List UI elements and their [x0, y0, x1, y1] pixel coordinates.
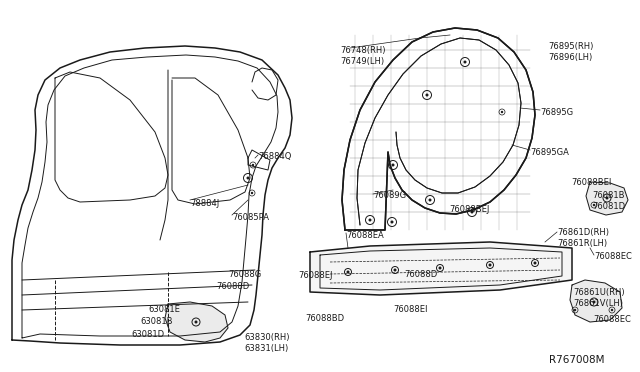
Circle shape — [392, 164, 394, 167]
Text: 76861R(LH): 76861R(LH) — [557, 239, 607, 248]
Circle shape — [463, 61, 467, 64]
Text: 76861U(RH): 76861U(RH) — [573, 288, 625, 297]
Circle shape — [611, 309, 613, 311]
Text: 76748(RH): 76748(RH) — [340, 46, 385, 55]
Circle shape — [534, 262, 536, 264]
Text: 76088EC: 76088EC — [593, 315, 631, 324]
Circle shape — [394, 269, 397, 272]
Circle shape — [252, 164, 254, 166]
Polygon shape — [586, 182, 628, 215]
Circle shape — [426, 93, 429, 96]
Circle shape — [438, 266, 442, 269]
Text: 63830(RH): 63830(RH) — [244, 333, 289, 342]
Text: 76088BEI: 76088BEI — [571, 178, 611, 187]
Circle shape — [593, 301, 595, 304]
Text: 63081E: 63081E — [148, 305, 180, 314]
Text: 76088EC: 76088EC — [594, 252, 632, 261]
Circle shape — [346, 270, 349, 273]
Text: 76895GA: 76895GA — [530, 148, 569, 157]
Circle shape — [195, 321, 198, 324]
Text: 76884Q: 76884Q — [258, 152, 291, 161]
Circle shape — [390, 221, 394, 224]
Circle shape — [574, 309, 576, 311]
Circle shape — [605, 196, 609, 199]
Circle shape — [251, 192, 253, 194]
Circle shape — [500, 111, 503, 113]
Circle shape — [470, 211, 474, 214]
Text: 63831(LH): 63831(LH) — [244, 344, 288, 353]
Text: 76861D(RH): 76861D(RH) — [557, 228, 609, 237]
Polygon shape — [570, 280, 622, 322]
Text: 76088D: 76088D — [404, 270, 437, 279]
Text: 76896(LH): 76896(LH) — [548, 53, 592, 62]
Circle shape — [593, 204, 595, 206]
Text: 76081B: 76081B — [592, 191, 625, 200]
Circle shape — [369, 218, 371, 221]
Text: 76088D: 76088D — [216, 282, 249, 291]
Text: 76085PA: 76085PA — [232, 213, 269, 222]
Text: 76081D: 76081D — [592, 202, 625, 211]
Text: R767008M: R767008M — [549, 355, 605, 365]
Text: 76088BEJ: 76088BEJ — [449, 205, 490, 214]
Text: 76089G: 76089G — [373, 191, 406, 200]
Text: 63081B: 63081B — [140, 317, 173, 326]
Circle shape — [429, 199, 431, 202]
Polygon shape — [165, 302, 228, 342]
Text: 76861V(LH): 76861V(LH) — [573, 299, 623, 308]
Text: 78884J: 78884J — [190, 199, 220, 208]
Text: 76088EJ: 76088EJ — [298, 271, 333, 280]
Text: 63081D: 63081D — [131, 330, 164, 339]
Text: 76895(RH): 76895(RH) — [548, 42, 593, 51]
Text: 76088EI: 76088EI — [393, 305, 428, 314]
Text: 76895G: 76895G — [540, 108, 573, 117]
Text: 76088BD: 76088BD — [305, 314, 344, 323]
Text: 76088G: 76088G — [228, 270, 261, 279]
Polygon shape — [310, 242, 572, 295]
Circle shape — [488, 263, 492, 266]
Text: 76088EA: 76088EA — [346, 231, 384, 240]
Circle shape — [246, 176, 250, 180]
Text: 76749(LH): 76749(LH) — [340, 57, 384, 66]
